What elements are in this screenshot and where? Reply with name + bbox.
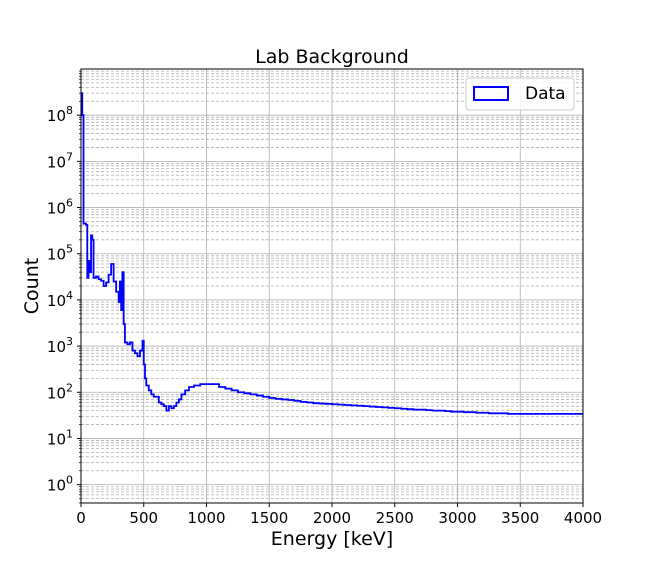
x-tick-label: 2000 bbox=[313, 509, 351, 527]
y-tick-exponent: 2 bbox=[66, 381, 73, 394]
x-tick-label: 500 bbox=[129, 509, 158, 527]
series-layer bbox=[81, 92, 583, 415]
y-tick-exponent: 1 bbox=[66, 427, 73, 440]
y-tick-exponent: 4 bbox=[66, 289, 73, 302]
series-line-data bbox=[81, 92, 583, 415]
x-tick-label: 3500 bbox=[501, 509, 539, 527]
x-tick-label: 1500 bbox=[250, 509, 288, 527]
y-tick-exponent: 8 bbox=[66, 104, 73, 117]
y-tick-exponent: 7 bbox=[66, 150, 73, 163]
y-axis-label: Count bbox=[21, 258, 43, 314]
legend-label: Data bbox=[525, 84, 566, 104]
y-tick-exponent: 3 bbox=[66, 335, 73, 348]
y-tick-exponent: 0 bbox=[66, 474, 73, 487]
x-tick-label: 4000 bbox=[564, 509, 602, 527]
x-tick-label: 3000 bbox=[438, 509, 476, 527]
legend-swatch bbox=[473, 86, 509, 101]
y-tick-exponent: 6 bbox=[66, 197, 73, 210]
x-axis-label: Energy [keV] bbox=[271, 528, 393, 550]
x-axis-ticks: 0 500 1000 1500 2000 2500 3000 3500 4000 bbox=[76, 503, 602, 527]
x-tick-label: 2500 bbox=[376, 509, 414, 527]
legend: Data bbox=[465, 77, 575, 111]
x-tick-label: 1000 bbox=[187, 509, 225, 527]
chart-title: Lab Background bbox=[255, 46, 409, 68]
x-tick-label: 0 bbox=[76, 509, 86, 527]
y-tick-exponent: 5 bbox=[66, 243, 73, 256]
